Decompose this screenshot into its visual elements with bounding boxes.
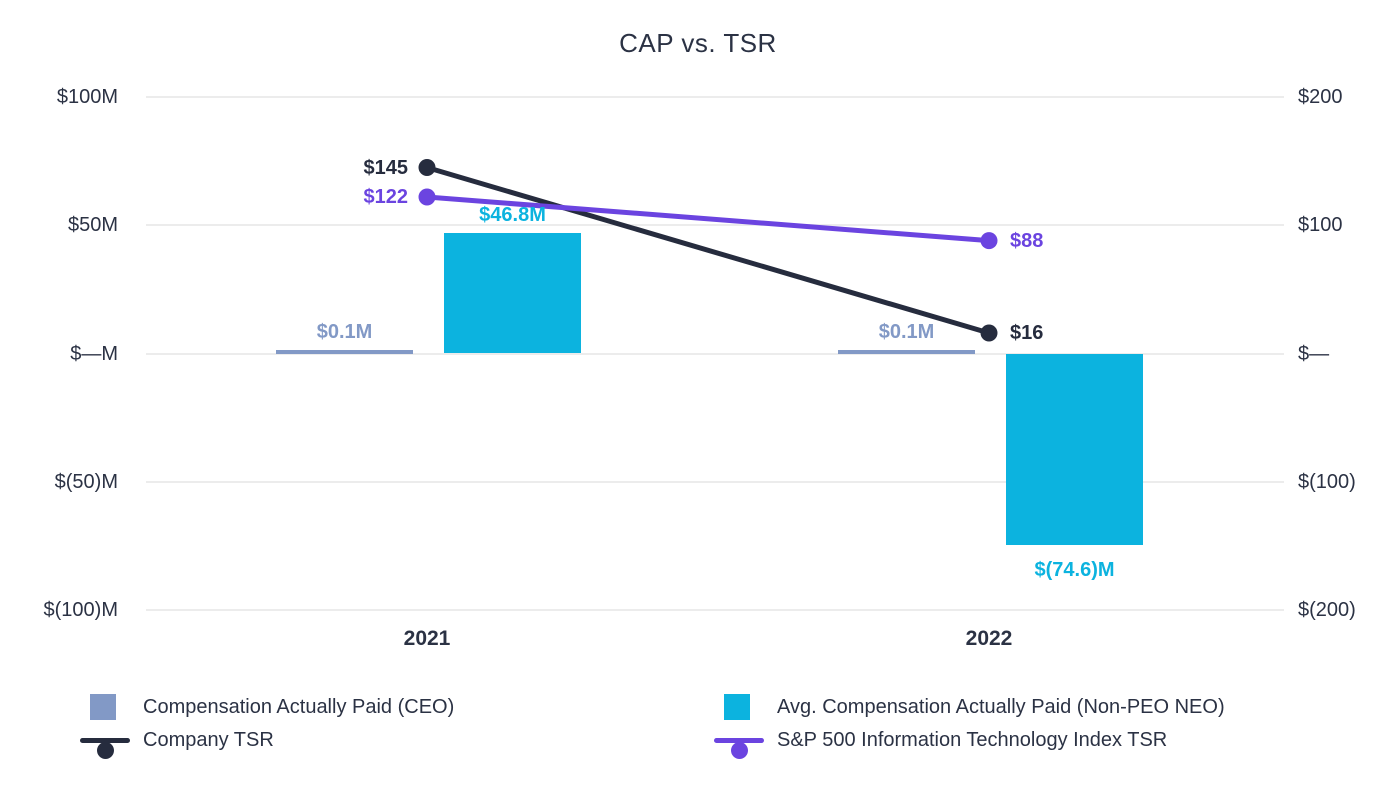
legend-item-neo-avg: Avg. Compensation Actually Paid (Non-PEO… — [714, 694, 1225, 720]
y-axis-tick-right: $100 — [1298, 214, 1343, 237]
x-axis-label-2021: 2021 — [403, 627, 451, 650]
legend-label-ceo: Compensation Actually Paid (CEO) — [143, 695, 455, 718]
gridline — [146, 352, 1284, 355]
bar-label-ceo-2022: $0.1M — [878, 320, 935, 343]
bar-neo-avg-2021 — [444, 233, 581, 354]
legend-marker-sp500-it-tsr-icon — [714, 737, 764, 759]
legend-label-neo-avg: Avg. Compensation Actually Paid (Non-PEO… — [777, 695, 1225, 718]
legend-swatch-ceo-icon — [90, 694, 116, 720]
point-company-tsr-2021 — [418, 159, 436, 177]
line-label-company-tsr-2021: $145 — [363, 156, 409, 179]
line-label-sp500-it-tsr-2021: $122 — [363, 186, 409, 209]
bar-label-neo-avg-2021: $46.8M — [479, 204, 546, 227]
bar-ceo-2022 — [838, 349, 975, 354]
y-axis-tick-right: $(200) — [1298, 599, 1356, 621]
bar-ceo-2021 — [276, 349, 413, 354]
point-sp500-it-tsr-2022 — [980, 232, 998, 250]
x-axis-label-2022: 2022 — [965, 627, 1013, 650]
y-axis-tick-left: $(100)M — [43, 599, 118, 621]
gridline — [146, 480, 1284, 483]
y-axis-tick-left: $100M — [56, 86, 118, 108]
chart-title: CAP vs. TSR — [619, 28, 777, 58]
line-label-sp500-it-tsr-2022: $88 — [1010, 229, 1044, 252]
line-label-company-tsr-2022: $16 — [1010, 321, 1044, 344]
legend-label-sp500-it-tsr: S&P 500 Information Technology Index TSR — [777, 728, 1168, 751]
y-axis-tick-left: $50M — [67, 214, 118, 237]
legend-swatch-neo-avg-icon — [724, 694, 750, 720]
bar-neo-avg-2022 — [1006, 353, 1143, 545]
y-axis-tick-left: $—M — [70, 342, 118, 365]
legend-marker-company-tsr-icon — [80, 737, 130, 759]
legend-item-ceo: Compensation Actually Paid (CEO) — [80, 694, 714, 720]
legend: Compensation Actually Paid (CEO) Company… — [80, 694, 1225, 760]
legend-label-company-tsr: Company TSR — [143, 728, 274, 751]
gridline — [146, 224, 1284, 227]
y-axis-tick-right: $— — [1298, 342, 1330, 365]
y-axis-tick-left: $(50)M — [54, 470, 118, 493]
legend-item-company-tsr: Company TSR — [80, 727, 714, 759]
gridline — [146, 609, 1284, 611]
bar-label-ceo-2021: $0.1M — [316, 320, 373, 343]
bar-label-neo-avg-2022: $(74.6)M — [1034, 558, 1115, 581]
legend-column-right: Avg. Compensation Actually Paid (Non-PEO… — [714, 694, 1225, 760]
y-axis-tick-right: $200 — [1298, 86, 1343, 108]
y-axis-tick-right: $(100) — [1298, 470, 1356, 493]
gridline — [146, 96, 1284, 98]
legend-item-sp500-it-tsr: S&P 500 Information Technology Index TSR — [714, 727, 1225, 759]
legend-column-left: Compensation Actually Paid (CEO) Company… — [80, 694, 714, 760]
